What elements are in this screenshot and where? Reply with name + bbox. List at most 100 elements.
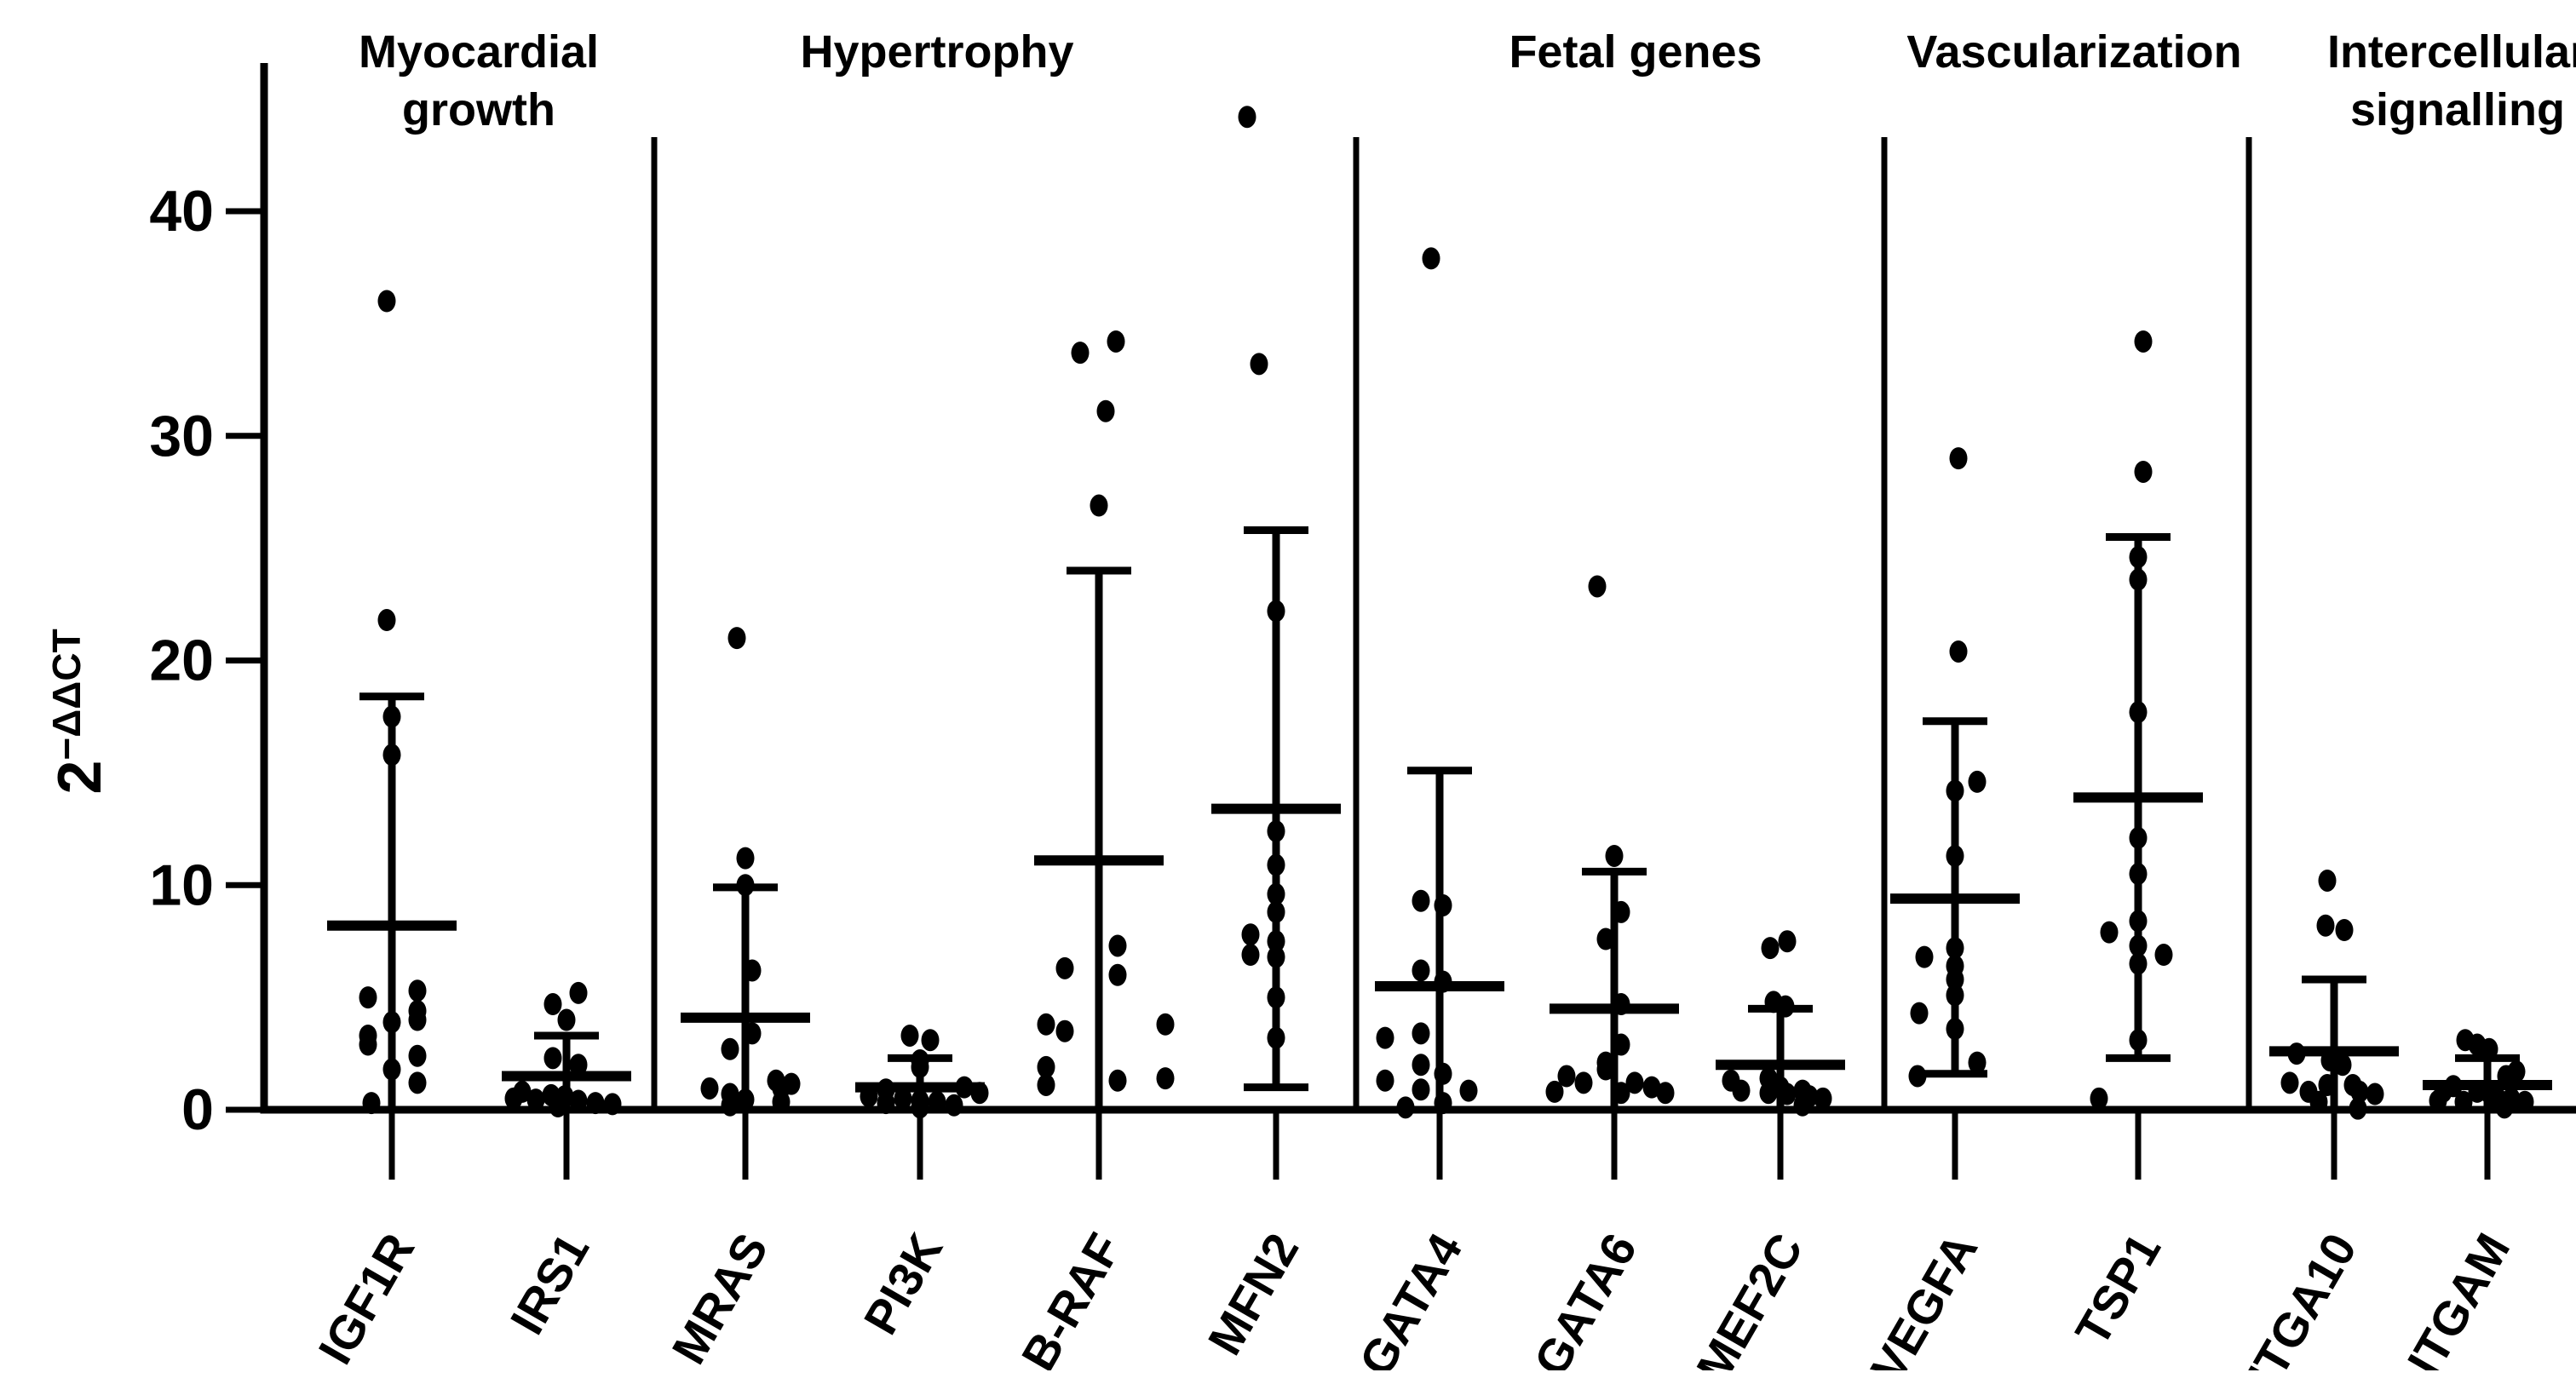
data-point bbox=[1156, 1013, 1175, 1036]
data-point bbox=[377, 290, 396, 313]
data-point bbox=[736, 874, 755, 897]
data-point bbox=[2349, 1097, 2367, 1120]
y-tick-label: 0 bbox=[181, 1077, 214, 1142]
data-point bbox=[1596, 1058, 1615, 1081]
group-header: signalling bbox=[2350, 84, 2565, 135]
data-point bbox=[2516, 1090, 2534, 1113]
data-point bbox=[359, 986, 377, 1009]
data-point bbox=[1946, 984, 1964, 1007]
x-tick-label-gene: ITGA10 bbox=[2237, 1225, 2367, 1371]
data-point bbox=[549, 1095, 567, 1118]
data-point bbox=[1946, 1018, 1964, 1041]
data-point bbox=[2287, 1042, 2306, 1065]
data-point bbox=[1776, 995, 1795, 1018]
data-point bbox=[2280, 1071, 2299, 1094]
data-point bbox=[1238, 106, 1256, 129]
data-point bbox=[526, 1088, 545, 1111]
data-point bbox=[911, 1096, 929, 1119]
data-point bbox=[2154, 944, 2173, 967]
data-point bbox=[1241, 944, 1260, 967]
data-point bbox=[2129, 568, 2148, 591]
data-point bbox=[1946, 968, 1964, 991]
data-point bbox=[1376, 1026, 1394, 1049]
data-point bbox=[2318, 1073, 2337, 1096]
data-point bbox=[2429, 1089, 2447, 1112]
data-point bbox=[1108, 934, 1127, 957]
data-point bbox=[1412, 889, 1430, 912]
data-point bbox=[377, 609, 396, 632]
group-header: Vascularization bbox=[1906, 26, 2241, 78]
data-point bbox=[1090, 494, 1108, 517]
data-point bbox=[1968, 770, 1987, 793]
data-point bbox=[1156, 1067, 1175, 1090]
data-point bbox=[1267, 986, 1285, 1009]
data-point bbox=[727, 627, 746, 650]
data-point bbox=[1915, 945, 1934, 968]
data-point bbox=[1037, 1055, 1055, 1078]
plot-canvas: 0 10 20 30 40 2−ΔΔCT Myocardial growth Hypertrop… bbox=[44, 26, 2576, 1371]
data-point bbox=[382, 705, 401, 728]
data-point bbox=[2366, 1083, 2384, 1105]
data-point bbox=[721, 1037, 739, 1060]
y-tick-label: 10 bbox=[149, 853, 214, 917]
y-tick-label: 40 bbox=[149, 179, 214, 244]
data-point bbox=[1612, 1033, 1630, 1056]
data-point bbox=[1557, 1065, 1576, 1088]
data-point bbox=[1267, 819, 1285, 842]
data-point bbox=[2129, 910, 2148, 933]
data-point bbox=[1267, 900, 1285, 923]
data-point bbox=[1434, 1062, 1452, 1085]
data-point bbox=[1778, 930, 1797, 953]
data-point bbox=[736, 847, 755, 870]
y-tick-label: 20 bbox=[149, 629, 214, 693]
data-point bbox=[1241, 923, 1260, 946]
data-point bbox=[1412, 1054, 1430, 1077]
data-point bbox=[1949, 640, 1968, 663]
data-point bbox=[1459, 1079, 1478, 1102]
data-point bbox=[1055, 956, 1074, 979]
data-point bbox=[543, 993, 562, 1016]
data-point bbox=[1612, 993, 1630, 1016]
data-point bbox=[743, 1022, 762, 1045]
data-point bbox=[1605, 844, 1624, 867]
x-tick-label-gene: GATA4 bbox=[1348, 1225, 1472, 1371]
data-point bbox=[1037, 1013, 1055, 1036]
data-point bbox=[1250, 353, 1268, 376]
data-point bbox=[700, 1077, 719, 1100]
data-point bbox=[2129, 546, 2148, 569]
data-point bbox=[1949, 447, 1968, 470]
gene-expression-dot-plot-figure: 2^-ΔΔCT 0102030402−ΔΔCTMyocardialgrowthH… bbox=[34, 14, 2576, 1370]
data-point bbox=[1055, 1019, 1074, 1042]
data-point bbox=[569, 1054, 588, 1077]
data-point bbox=[1732, 1079, 1751, 1102]
x-tick-label-gene: MFN2 bbox=[1198, 1225, 1309, 1364]
data-point bbox=[2480, 1037, 2498, 1060]
data-point bbox=[1267, 853, 1285, 876]
data-point bbox=[2318, 869, 2337, 892]
data-point bbox=[1946, 779, 1964, 802]
data-point bbox=[1625, 1071, 1644, 1094]
data-point bbox=[1267, 1026, 1285, 1049]
data-point bbox=[382, 1011, 401, 1034]
data-point bbox=[1778, 1083, 1797, 1105]
x-tick-label-gene: MRAS bbox=[661, 1225, 778, 1371]
data-point bbox=[586, 1092, 605, 1115]
data-point bbox=[359, 1033, 377, 1056]
data-point bbox=[2134, 330, 2153, 353]
x-tick-label-gene: IGF1R bbox=[308, 1225, 424, 1371]
data-point bbox=[894, 1087, 912, 1110]
data-point bbox=[1908, 1065, 1927, 1088]
data-point bbox=[1376, 1069, 1394, 1092]
data-point bbox=[1612, 900, 1630, 923]
data-point bbox=[1545, 1080, 1564, 1103]
data-point bbox=[2134, 460, 2153, 483]
data-point bbox=[1267, 882, 1285, 905]
data-point bbox=[1108, 963, 1127, 986]
data-point bbox=[860, 1085, 878, 1108]
data-point bbox=[569, 1089, 588, 1112]
data-point bbox=[569, 981, 588, 1004]
data-point bbox=[2129, 701, 2148, 724]
data-point bbox=[2100, 921, 2119, 944]
data-point bbox=[2350, 1080, 2369, 1103]
data-point bbox=[2454, 1090, 2473, 1113]
